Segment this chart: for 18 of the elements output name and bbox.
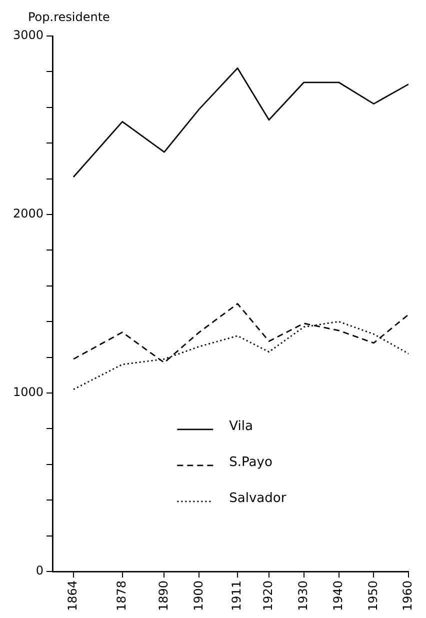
x-tick-label: 1950	[366, 580, 380, 612]
y-tick-label: 3000	[12, 28, 44, 42]
x-tick-label: 1930	[296, 580, 310, 612]
y-tick-label: 1000	[12, 385, 44, 400]
x-tick-label: 1960	[400, 580, 415, 612]
x-tick-label: 1900	[191, 580, 206, 612]
x-tick-label: 1890	[156, 580, 170, 612]
y-axis-title: Pop.residente	[28, 10, 110, 24]
x-tick-label: 1864	[66, 580, 80, 612]
x-tick-label: 1878	[114, 580, 128, 612]
x-tick-label: 1940	[330, 580, 345, 612]
legend-label: Salvador	[229, 490, 287, 506]
legend-label: S.Payo	[229, 454, 272, 470]
x-tick-label: 1911	[230, 580, 244, 612]
y-tick-label: 2000	[12, 206, 44, 221]
legend-label: Vila	[229, 418, 253, 434]
x-tick-label: 1920	[261, 580, 276, 612]
y-tick-label: 0	[36, 564, 44, 578]
